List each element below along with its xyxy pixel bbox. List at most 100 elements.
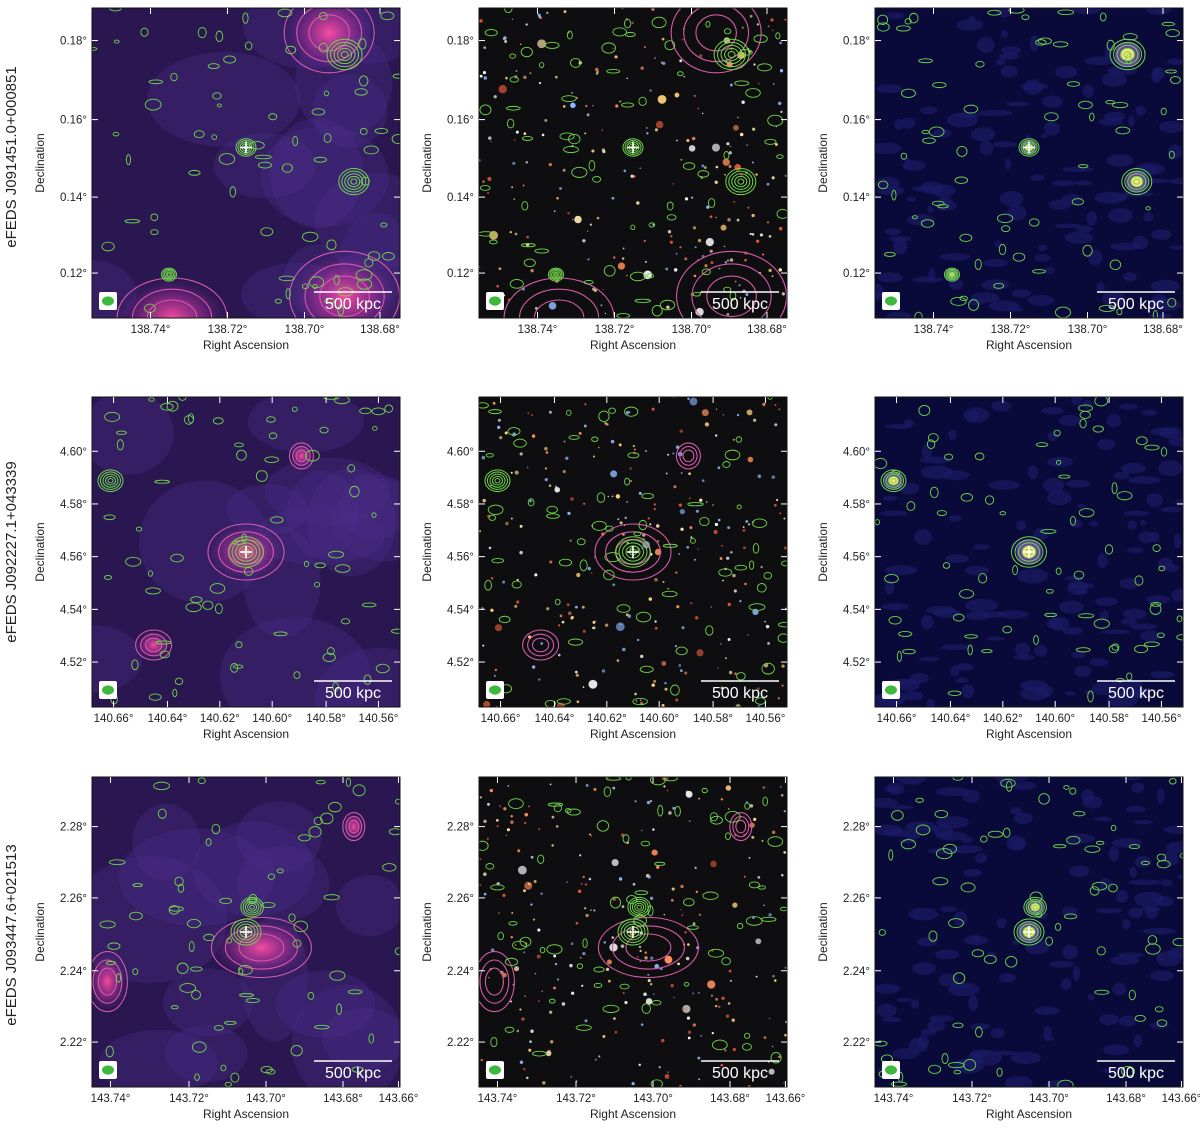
ra-tick-label: 140.66° <box>877 713 917 725</box>
ra-tick-label: 143.66° <box>1162 1093 1200 1105</box>
beam-ellipse <box>102 296 114 306</box>
dec-tick-label: 0.14° <box>843 192 870 204</box>
ra-tick-label: 143.74° <box>874 1093 914 1105</box>
dec-tick-label: 2.26° <box>843 893 870 905</box>
dec-tick-label: 0.12° <box>843 268 870 280</box>
panel-svg: 500 kpc 0.12° 0.14° 0.16° 0.18° 138.74° 138.72… <box>420 7 788 352</box>
panel-optical-row1: 500 kpc 0.12° 0.14° 0.16° 0.18° 138.74° 138.72… <box>417 7 795 366</box>
beam-ellipse <box>885 296 897 306</box>
y-axis-label: Declination <box>420 522 434 581</box>
panel-x-ray-row3: 500 kpc 2.22° 2.24° 2.26° 2.28° 143.74° 143.72… <box>30 776 418 1135</box>
ra-tick-label: 138.70° <box>1068 324 1108 336</box>
panel-svg: 500 kpc 0.12° 0.14° 0.16° 0.18° 138.74° 138.72… <box>816 7 1184 352</box>
ra-tick-label: 138.70° <box>285 324 325 336</box>
center-cross-marker <box>627 546 639 558</box>
panel-optical-row2: 500 kpc 4.52° 4.54° 4.56° 4.58° 4.60° 140.66° 1… <box>417 396 795 755</box>
scale-bar-label: 500 kpc <box>712 1065 768 1082</box>
scale-bar-label: 500 kpc <box>1108 685 1164 702</box>
dec-tick-label: 2.22° <box>447 1037 474 1049</box>
beam-ellipse <box>489 685 501 695</box>
center-cross-marker <box>627 141 639 154</box>
dec-tick-label: 0.16° <box>843 115 870 127</box>
scale-bar-label: 500 kpc <box>712 296 768 313</box>
center-cross-marker <box>240 141 252 154</box>
ra-tick-label: 138.72° <box>595 324 635 336</box>
x-axis-label: Right Ascension <box>203 727 289 741</box>
ra-tick-label: 138.74° <box>131 324 171 336</box>
panel-svg: 500 kpc 2.22° 2.24° 2.26° 2.28° 143.74° 143.72… <box>816 776 1200 1121</box>
dec-tick-label: 4.58° <box>447 499 474 511</box>
y-axis-label: Declination <box>816 902 830 961</box>
ra-tick-label: 140.66° <box>94 713 134 725</box>
dec-tick-label: 2.26° <box>60 893 87 905</box>
ra-tick-label: 143.70° <box>246 1093 286 1105</box>
ra-tick-label: 140.58° <box>306 713 346 725</box>
ra-tick-label: 138.74° <box>518 324 558 336</box>
dec-tick-label: 0.12° <box>447 268 474 280</box>
dec-tick-label: 2.28° <box>843 822 870 834</box>
ra-tick-label: 143.72° <box>952 1093 992 1105</box>
dec-tick-label: 4.52° <box>843 657 870 669</box>
ra-tick-label: 143.72° <box>556 1093 596 1105</box>
y-axis-label: Declination <box>33 902 47 961</box>
dec-tick-label: 2.24° <box>60 966 87 978</box>
ra-tick-label: 143.68° <box>1106 1093 1146 1105</box>
dec-tick-label: 2.28° <box>447 822 474 834</box>
dec-tick-label: 4.54° <box>60 604 87 616</box>
center-cross-marker <box>1023 926 1035 938</box>
beam-ellipse <box>102 1065 114 1075</box>
ra-tick-label: 138.72° <box>208 324 248 336</box>
ra-tick-label: 140.62° <box>200 713 240 725</box>
dec-tick-label: 2.22° <box>843 1037 870 1049</box>
y-axis-label: Declination <box>33 522 47 581</box>
scale-bar-label: 500 kpc <box>325 296 381 313</box>
ra-tick-label: 140.60° <box>639 713 679 725</box>
ra-tick-label: 140.56° <box>746 713 786 725</box>
dec-tick-label: 0.16° <box>60 115 87 127</box>
dec-tick-label: 4.56° <box>60 552 87 564</box>
row-label-3: eFEDS J093447.6+021513 <box>3 844 20 1026</box>
dec-tick-label: 4.54° <box>447 604 474 616</box>
panel-svg: 500 kpc 4.52° 4.54° 4.56° 4.58° 4.60° 140.66° 1… <box>420 396 788 741</box>
scale-bar-label: 500 kpc <box>325 1065 381 1082</box>
ra-tick-label: 143.68° <box>323 1093 363 1105</box>
center-cross-marker <box>1023 546 1035 558</box>
ra-tick-label: 143.72° <box>169 1093 209 1105</box>
dec-tick-label: 2.26° <box>447 893 474 905</box>
y-axis-label: Declination <box>420 902 434 961</box>
dec-tick-label: 2.24° <box>447 966 474 978</box>
dec-tick-label: 2.24° <box>843 966 870 978</box>
dec-tick-label: 2.22° <box>60 1037 87 1049</box>
dec-tick-label: 0.18° <box>447 36 474 48</box>
panel-svg: 500 kpc 4.52° 4.54° 4.56° 4.58° 4.60° 140.66° 1… <box>33 396 401 741</box>
ra-tick-label: 138.68° <box>1143 324 1183 336</box>
row-label-2: eFEDS J092227.1+043339 <box>3 461 20 643</box>
dec-tick-label: 4.58° <box>60 499 87 511</box>
row-label-1: eFEDS J091451.0+000851 <box>3 66 20 248</box>
scale-bar-label: 500 kpc <box>1108 296 1164 313</box>
beam-ellipse <box>885 1065 897 1075</box>
ra-tick-label: 140.58° <box>693 713 733 725</box>
scale-bar-label: 500 kpc <box>712 685 768 702</box>
dec-tick-label: 4.60° <box>843 446 870 458</box>
dec-tick-label: 4.60° <box>60 446 87 458</box>
ra-tick-label: 138.74° <box>914 324 954 336</box>
ra-tick-label: 140.66° <box>481 713 521 725</box>
dec-tick-label: 0.14° <box>60 192 87 204</box>
dec-tick-label: 4.52° <box>447 657 474 669</box>
dec-tick-label: 4.56° <box>447 552 474 564</box>
ra-tick-label: 140.62° <box>587 713 627 725</box>
dec-tick-label: 0.14° <box>447 192 474 204</box>
y-axis-label: Declination <box>420 133 434 192</box>
ra-tick-label: 140.64° <box>148 713 188 725</box>
x-axis-label: Right Ascension <box>986 1107 1072 1121</box>
ra-tick-label: 138.70° <box>672 324 712 336</box>
beam-ellipse <box>102 685 114 695</box>
x-axis-label: Right Ascension <box>590 338 676 352</box>
ra-tick-label: 138.72° <box>991 324 1031 336</box>
xray-emission <box>92 951 128 1012</box>
ra-tick-label: 140.62° <box>983 713 1023 725</box>
ra-tick-label: 140.56° <box>1142 713 1182 725</box>
ra-tick-label: 143.68° <box>710 1093 750 1105</box>
